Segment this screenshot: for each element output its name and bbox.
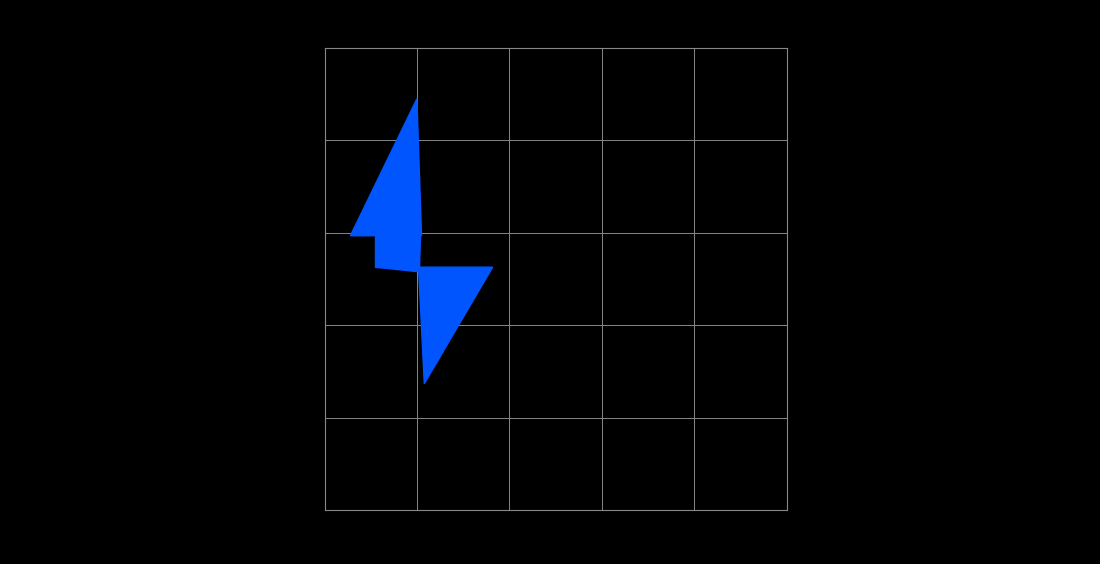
Polygon shape: [375, 267, 493, 384]
Polygon shape: [351, 99, 421, 236]
Polygon shape: [375, 236, 420, 267]
